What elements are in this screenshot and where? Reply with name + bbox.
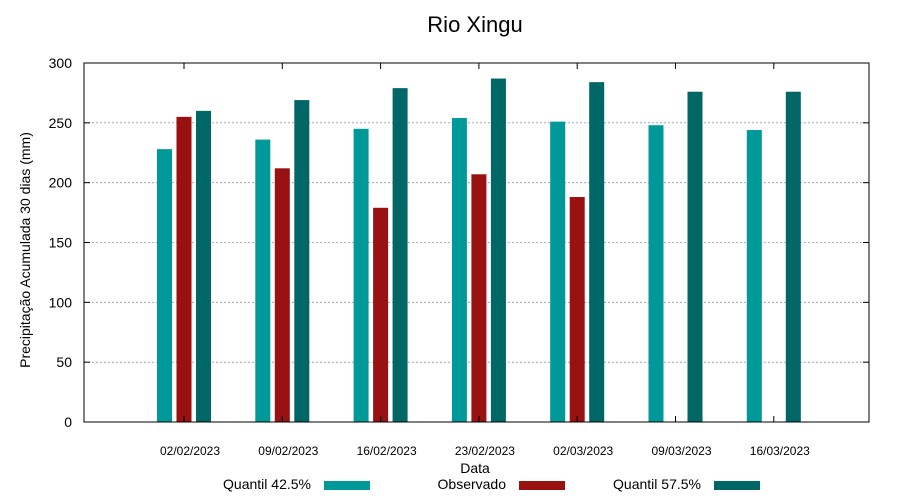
bar-quantil-57-5--3 — [490, 78, 506, 422]
legend-swatch-1 — [519, 481, 565, 490]
bar-quantil-42-5--3 — [451, 118, 467, 423]
legend-swatch-0 — [324, 481, 370, 490]
x-ticks: 02/02/2023 09/02/2023 16/02/2023 23/02/2023… — [160, 63, 810, 458]
y-tick-label: 300 — [49, 55, 73, 71]
bar-observado-2 — [373, 207, 389, 422]
y-tick-label: 200 — [49, 175, 73, 191]
y-tick-label: 250 — [49, 115, 73, 131]
y-tick-label: 100 — [49, 294, 73, 310]
bar-quantil-57-5--0 — [196, 110, 211, 422]
bars — [157, 78, 801, 423]
bar-observado-1 — [274, 168, 290, 422]
x-tick-label: 23/02/2023 — [455, 444, 515, 458]
y-axis-label: Precipitação Acumulada 30 dias (mm) — [17, 132, 33, 368]
x-tick-label: 09/02/2023 — [258, 444, 318, 458]
bar-quantil-57-5--2 — [392, 88, 408, 422]
bar-quantil-57-5--1 — [294, 100, 310, 422]
bar-observado-4 — [569, 197, 585, 422]
bar-quantil-42-5--0 — [157, 149, 172, 422]
legend: Quantil 42.5% Observado Quantil 57.5% — [223, 476, 760, 492]
bar-quantil-57-5--5 — [687, 91, 703, 422]
x-tick-label: 02/03/2023 — [553, 444, 613, 458]
legend-label-1: Observado — [438, 476, 507, 492]
x-tick-label: 16/03/2023 — [750, 444, 810, 458]
y-tick-label: 150 — [49, 235, 73, 251]
y-tick-label: 50 — [56, 354, 72, 370]
x-tick-label: 02/02/2023 — [160, 444, 220, 458]
legend-label-0: Quantil 42.5% — [223, 476, 311, 492]
chart-title: Rio Xingu — [427, 12, 522, 37]
y-ticks: 0 50 100 150 200 250 300 — [49, 55, 869, 430]
legend-swatch-2 — [714, 481, 760, 490]
bar-observado-3 — [471, 174, 487, 422]
bar-quantil-42-5--1 — [255, 139, 271, 422]
legend-label-2: Quantil 57.5% — [613, 476, 701, 492]
bar-quantil-42-5--6 — [746, 130, 762, 422]
bar-quantil-42-5--5 — [648, 125, 664, 422]
bar-quantil-57-5--6 — [785, 91, 801, 422]
x-tick-label: 09/03/2023 — [651, 444, 711, 458]
x-tick-label: 16/02/2023 — [357, 444, 417, 458]
bar-quantil-42-5--4 — [550, 121, 566, 423]
bar-quantil-42-5--2 — [353, 128, 369, 423]
y-tick-label: 0 — [64, 414, 72, 430]
x-axis-label: Data — [460, 460, 490, 476]
bar-quantil-57-5--4 — [589, 82, 605, 422]
bar-observado-0 — [176, 116, 192, 422]
